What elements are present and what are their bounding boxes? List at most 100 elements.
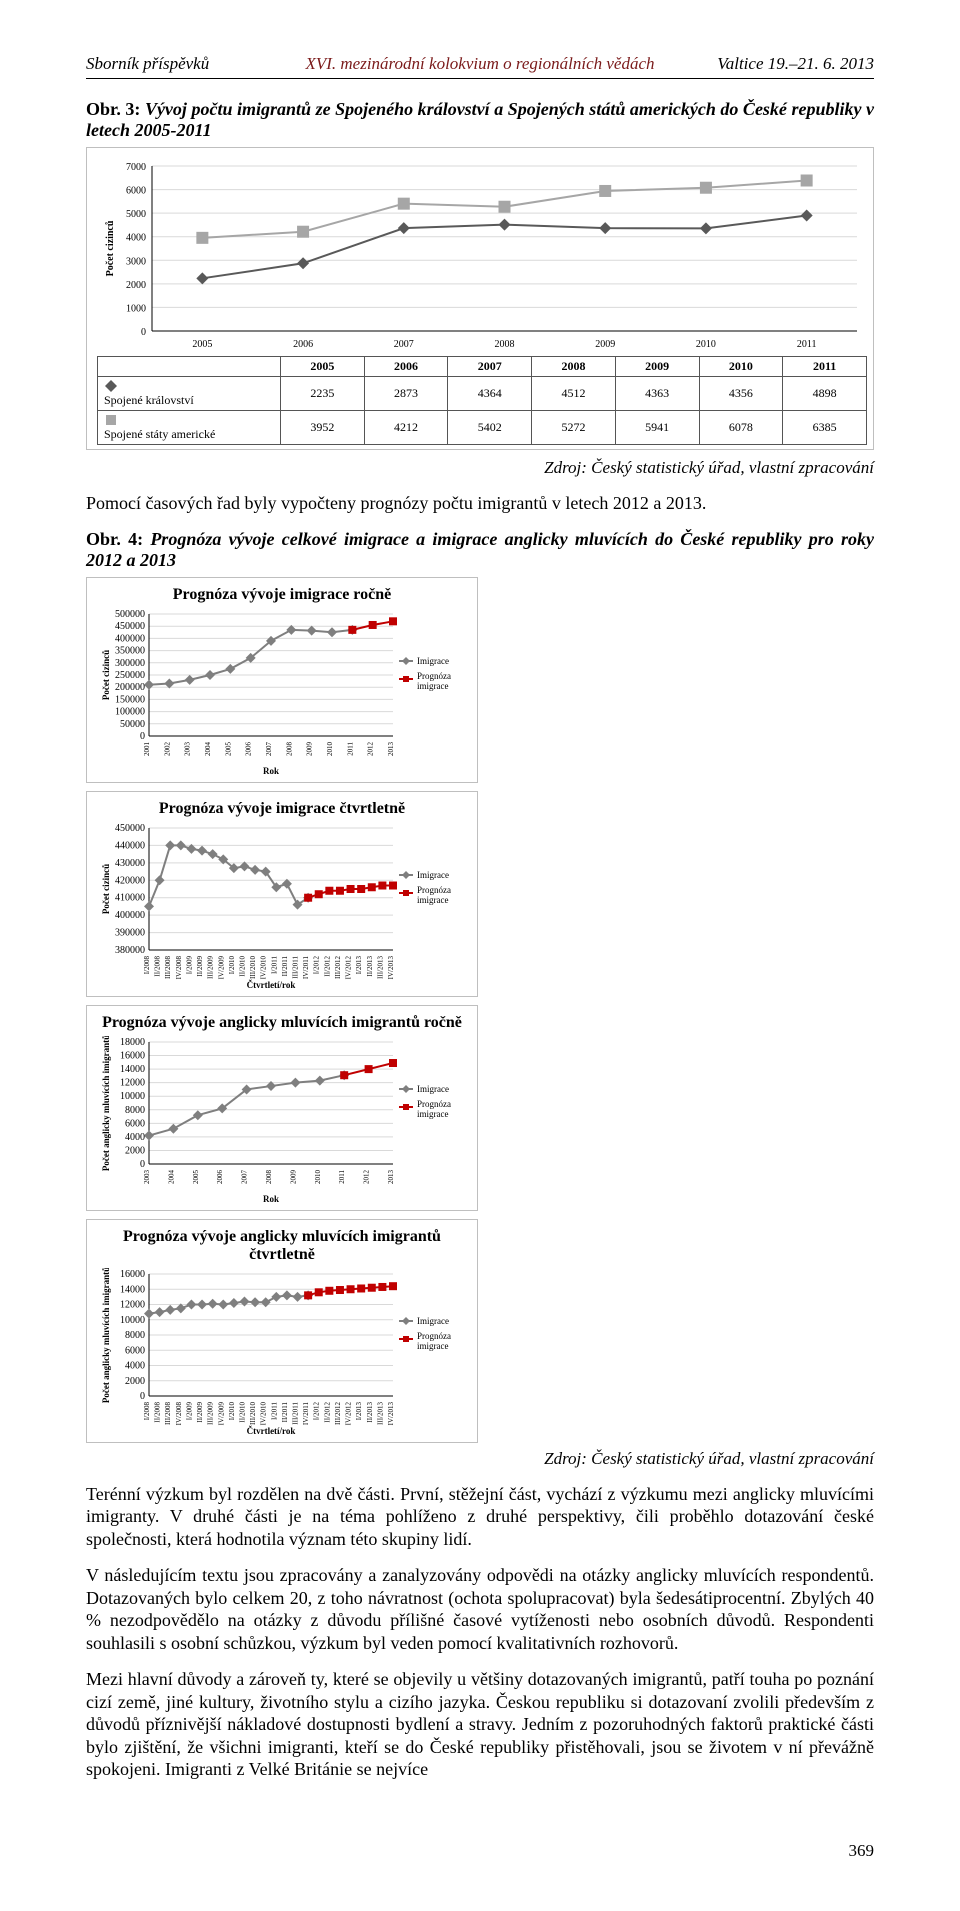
panel-title: Prognóza vývoje anglicky mluvících imigr…	[97, 1228, 467, 1264]
svg-text:2008: 2008	[495, 339, 515, 350]
svg-text:380000: 380000	[115, 945, 145, 956]
svg-text:16000: 16000	[120, 1269, 145, 1280]
svg-text:2006: 2006	[293, 339, 313, 350]
svg-text:500000: 500000	[115, 609, 145, 620]
svg-text:2008: 2008	[265, 1169, 273, 1184]
svg-text:IV/2013: IV/2013	[387, 1401, 395, 1425]
svg-text:I/2010: I/2010	[228, 955, 236, 974]
svg-text:imigrace: imigrace	[417, 895, 448, 905]
header-rule	[86, 78, 874, 79]
figure4-caption: Obr. 4: Prognóza vývoje celkové imigrace…	[86, 529, 874, 571]
svg-text:14000: 14000	[120, 1284, 145, 1295]
page-number: 369	[86, 1841, 874, 1861]
svg-text:16000: 16000	[120, 1050, 145, 1061]
svg-text:I/2012: I/2012	[313, 955, 321, 974]
svg-text:I/2008: I/2008	[143, 955, 151, 974]
svg-text:I/2008: I/2008	[143, 1401, 151, 1420]
svg-text:2007: 2007	[265, 741, 273, 756]
svg-text:410000: 410000	[115, 892, 145, 903]
svg-text:III/2012: III/2012	[334, 955, 342, 978]
svg-text:II/2008: II/2008	[154, 1401, 162, 1422]
panel-chart-svg: 0200040006000800010000120001400016000Poč…	[97, 1268, 467, 1438]
para-between-figs: Pomocí časových řad byly vypočteny progn…	[86, 492, 874, 515]
body-paragraph: Mezi hlavní důvody a zároveň ty, které s…	[86, 1668, 874, 1781]
svg-text:2013: 2013	[387, 741, 395, 756]
svg-text:2006: 2006	[245, 741, 253, 756]
svg-text:420000: 420000	[115, 875, 145, 886]
svg-text:2002: 2002	[163, 741, 171, 756]
svg-text:Čtvrtletí/rok: Čtvrtletí/rok	[247, 1426, 296, 1436]
svg-text:50000: 50000	[120, 718, 145, 729]
svg-text:Prognóza: Prognóza	[417, 1331, 451, 1341]
figure4-grid: Prognóza vývoje imigrace ročně0500001000…	[86, 577, 874, 1443]
panel-title: Prognóza vývoje imigrace ročně	[97, 586, 467, 604]
svg-text:3000: 3000	[126, 256, 146, 267]
svg-text:400000: 400000	[115, 910, 145, 921]
runhead-right: Valtice 19.–21. 6. 2013	[717, 54, 874, 74]
svg-text:Prognóza: Prognóza	[417, 1099, 451, 1109]
svg-text:II/2012: II/2012	[323, 955, 331, 976]
caption4-prefix: Obr. 4:	[86, 529, 150, 549]
svg-text:Prognóza: Prognóza	[417, 671, 451, 681]
svg-text:390000: 390000	[115, 927, 145, 938]
figure3-credit: Zdroj: Český statistický úřad, vlastní z…	[86, 458, 874, 478]
svg-text:2012: 2012	[363, 1169, 371, 1184]
figure4-panel: Prognóza vývoje anglicky mluvících imigr…	[86, 1005, 478, 1211]
svg-text:4000: 4000	[125, 1131, 145, 1142]
svg-text:450000: 450000	[115, 823, 145, 834]
svg-text:I/2013: I/2013	[355, 955, 363, 974]
svg-text:I/2011: I/2011	[270, 1401, 278, 1420]
svg-text:2004: 2004	[204, 741, 212, 756]
svg-text:III/2013: III/2013	[376, 1401, 384, 1424]
svg-text:2006: 2006	[216, 1169, 224, 1184]
svg-text:450000: 450000	[115, 621, 145, 632]
chart3-svg: 01000200030004000500060007000Počet cizin…	[97, 156, 867, 356]
svg-text:Počet cizinců: Počet cizinců	[101, 649, 111, 699]
svg-text:III/2010: III/2010	[249, 955, 257, 978]
svg-text:Imigrace: Imigrace	[417, 1084, 449, 1094]
svg-text:IV/2011: IV/2011	[302, 1401, 310, 1425]
svg-text:2003: 2003	[184, 741, 192, 756]
svg-text:Počet cizinců: Počet cizinců	[105, 220, 116, 276]
panel-chart-svg: 3800003900004000004100004200004300004400…	[97, 822, 467, 992]
svg-text:0: 0	[141, 327, 146, 338]
svg-text:2011: 2011	[797, 339, 817, 350]
running-header: Sborník příspěvků XVI. mezinárodní kolok…	[86, 54, 874, 74]
svg-text:4000: 4000	[125, 1360, 145, 1371]
svg-text:Imigrace: Imigrace	[417, 656, 449, 666]
svg-text:440000: 440000	[115, 840, 145, 851]
svg-text:Počet cizinců: Počet cizinců	[101, 863, 111, 913]
svg-text:2001: 2001	[143, 741, 151, 756]
figure4-credit: Zdroj: Český statistický úřad, vlastní z…	[86, 1449, 874, 1469]
svg-text:III/2009: III/2009	[207, 955, 215, 978]
svg-text:I/2011: I/2011	[270, 955, 278, 974]
table-row: Spojené království2235287343644512436343…	[98, 377, 867, 411]
svg-text:200000: 200000	[115, 682, 145, 693]
svg-text:400000: 400000	[115, 633, 145, 644]
svg-text:IV/2012: IV/2012	[345, 955, 353, 979]
panel-chart-svg: 0500001000001500002000002500003000003500…	[97, 608, 467, 778]
svg-text:imigrace: imigrace	[417, 1341, 448, 1351]
svg-text:2010: 2010	[696, 339, 716, 350]
svg-text:Rok: Rok	[263, 766, 279, 776]
svg-text:II/2008: II/2008	[154, 955, 162, 976]
caption3-prefix: Obr. 3:	[86, 99, 145, 119]
svg-text:250000: 250000	[115, 670, 145, 681]
svg-text:II/2011: II/2011	[281, 955, 289, 976]
svg-text:IV/2010: IV/2010	[260, 1401, 268, 1425]
body-paragraph: Terénní výzkum byl rozdělen na dvě části…	[86, 1483, 874, 1551]
svg-text:2000: 2000	[125, 1375, 145, 1386]
svg-text:II/2013: II/2013	[366, 955, 374, 976]
svg-text:II/2009: II/2009	[196, 1401, 204, 1422]
svg-text:350000: 350000	[115, 645, 145, 656]
svg-text:2010: 2010	[314, 1169, 322, 1184]
svg-text:II/2011: II/2011	[281, 1401, 289, 1422]
svg-text:100000: 100000	[115, 706, 145, 717]
svg-text:10000: 10000	[120, 1091, 145, 1102]
svg-text:2011: 2011	[346, 741, 354, 755]
panel-title: Prognóza vývoje imigrace čtvrtletně	[97, 800, 467, 818]
svg-text:III/2012: III/2012	[334, 1401, 342, 1424]
figure4-panel: Prognóza vývoje imigrace čtvrtletně 38000…	[86, 791, 478, 997]
svg-text:18000: 18000	[120, 1037, 145, 1048]
svg-text:2010: 2010	[326, 741, 334, 756]
